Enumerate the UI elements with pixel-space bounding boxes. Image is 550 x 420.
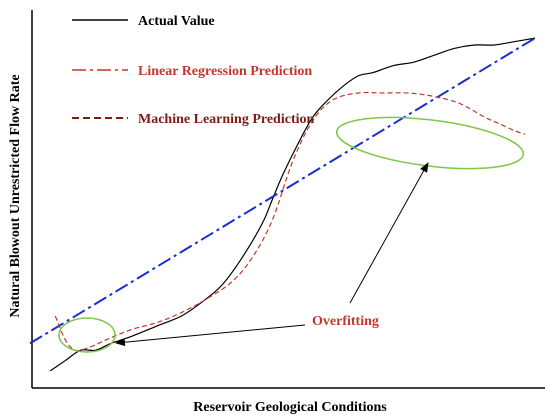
series-layer — [29, 37, 536, 372]
arrow-to-high-ellipse — [349, 162, 429, 304]
series-line-1 — [29, 37, 536, 345]
series-line-2 — [54, 91, 526, 352]
y-axis-label: Natural Blowout Unrestricted Flow Rate — [8, 74, 23, 317]
legend: Actual Value Linear Regression Predictio… — [72, 14, 314, 127]
legend-label-ml: Machine Learning Prediction — [138, 112, 314, 127]
arrow-to-low-ellipse — [115, 324, 306, 347]
legend-label-actual: Actual Value — [138, 14, 215, 29]
legend-label-linear: Linear Regression Prediction — [138, 64, 312, 79]
series-line-0 — [49, 37, 536, 372]
overfit-ellipse-low — [58, 317, 116, 353]
x-axis-label: Reservoir Geological Conditions — [193, 400, 387, 415]
annotation-overfitting: Overfitting — [312, 314, 379, 329]
